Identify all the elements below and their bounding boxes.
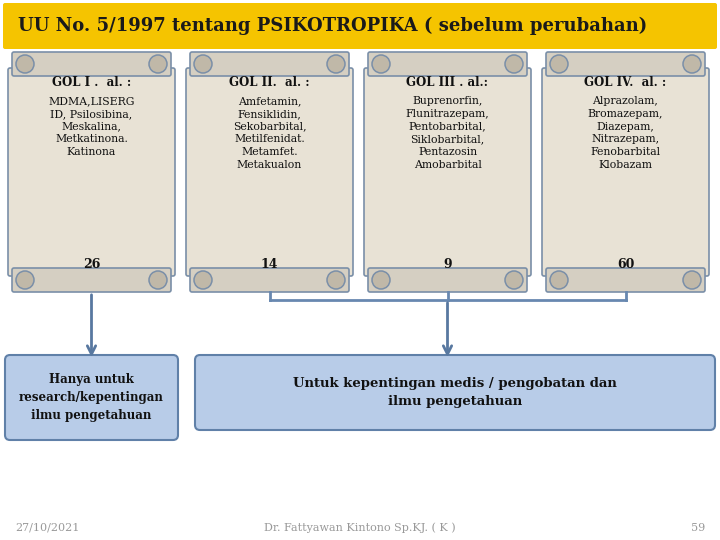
FancyBboxPatch shape bbox=[8, 68, 175, 276]
FancyBboxPatch shape bbox=[546, 52, 705, 76]
Circle shape bbox=[16, 271, 34, 289]
Circle shape bbox=[327, 55, 345, 73]
Text: MDMA,LISERG
ID, Psilosibina,
Meskalina,
Metkatinona.
Katinona: MDMA,LISERG ID, Psilosibina, Meskalina, … bbox=[48, 96, 135, 157]
FancyBboxPatch shape bbox=[190, 268, 349, 292]
Text: GOL IV.  al. :: GOL IV. al. : bbox=[585, 76, 667, 89]
Text: Amfetamin,
Fensiklidin,
Sekobarbital,
Metilfenidat.
Metamfet.
Metakualon: Amfetamin, Fensiklidin, Sekobarbital, Me… bbox=[233, 96, 306, 170]
Text: Hanya untuk
research/kepentingan
ilmu pengetahuan: Hanya untuk research/kepentingan ilmu pe… bbox=[19, 374, 164, 422]
FancyBboxPatch shape bbox=[186, 68, 353, 276]
FancyBboxPatch shape bbox=[12, 52, 171, 76]
Circle shape bbox=[194, 55, 212, 73]
FancyBboxPatch shape bbox=[368, 52, 527, 76]
Circle shape bbox=[683, 271, 701, 289]
Text: Dr. Fattyawan Kintono Sp.KJ. ( K ): Dr. Fattyawan Kintono Sp.KJ. ( K ) bbox=[264, 523, 456, 534]
FancyBboxPatch shape bbox=[546, 268, 705, 292]
FancyBboxPatch shape bbox=[364, 68, 531, 276]
Text: 9: 9 bbox=[444, 258, 452, 271]
Circle shape bbox=[550, 55, 568, 73]
Text: GOL III . al.:: GOL III . al.: bbox=[407, 76, 488, 89]
FancyBboxPatch shape bbox=[190, 52, 349, 76]
FancyBboxPatch shape bbox=[195, 355, 715, 430]
Circle shape bbox=[372, 271, 390, 289]
Text: 27/10/2021: 27/10/2021 bbox=[15, 523, 79, 533]
FancyBboxPatch shape bbox=[368, 268, 527, 292]
Text: 59: 59 bbox=[690, 523, 705, 533]
Text: Alprazolam,
Bromazepam,
Diazepam,
Nitrazepam,
Fenobarbital
Klobazam: Alprazolam, Bromazepam, Diazepam, Nitraz… bbox=[588, 96, 663, 170]
Text: 26: 26 bbox=[83, 258, 100, 271]
Text: UU No. 5/1997 tentang PSIKOTROPIKA ( sebelum perubahan): UU No. 5/1997 tentang PSIKOTROPIKA ( seb… bbox=[18, 17, 647, 35]
Circle shape bbox=[149, 271, 167, 289]
Circle shape bbox=[194, 271, 212, 289]
FancyBboxPatch shape bbox=[5, 355, 178, 440]
FancyBboxPatch shape bbox=[3, 3, 717, 49]
Circle shape bbox=[149, 55, 167, 73]
FancyBboxPatch shape bbox=[12, 268, 171, 292]
Circle shape bbox=[505, 271, 523, 289]
FancyBboxPatch shape bbox=[542, 68, 709, 276]
Text: Buprenorfin,
Flunitrazepam,
Pentobarbital,
Siklobarbital,
Pentazosin
Amobarbital: Buprenorfin, Flunitrazepam, Pentobarbita… bbox=[405, 96, 490, 170]
Text: Untuk kepentingan medis / pengobatan dan
ilmu pengetahuan: Untuk kepentingan medis / pengobatan dan… bbox=[293, 377, 617, 408]
Circle shape bbox=[505, 55, 523, 73]
Circle shape bbox=[16, 55, 34, 73]
Circle shape bbox=[372, 55, 390, 73]
Circle shape bbox=[550, 271, 568, 289]
Circle shape bbox=[327, 271, 345, 289]
Text: GOL I .  al. :: GOL I . al. : bbox=[52, 76, 131, 89]
Text: 14: 14 bbox=[261, 258, 278, 271]
Circle shape bbox=[683, 55, 701, 73]
Text: GOL II.  al. :: GOL II. al. : bbox=[229, 76, 310, 89]
Text: 60: 60 bbox=[617, 258, 634, 271]
